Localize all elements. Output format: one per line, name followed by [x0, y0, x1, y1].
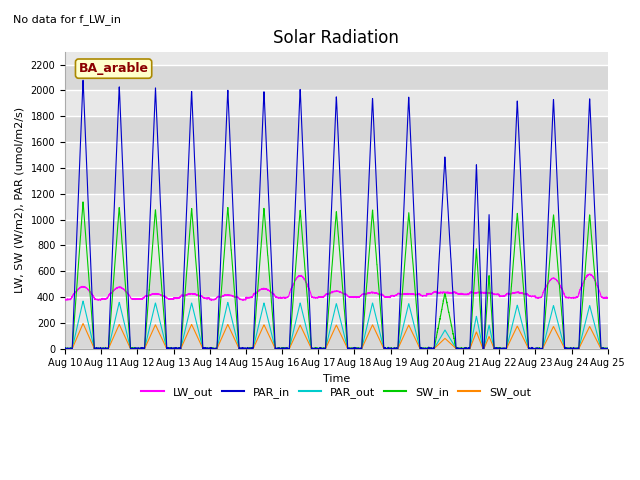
Bar: [65, 271, 608, 297]
Bar: [65, 297, 608, 323]
Title: Solar Radiation: Solar Radiation: [273, 29, 399, 48]
Bar: [65, 90, 608, 116]
X-axis label: Time: Time: [323, 374, 350, 384]
Text: BA_arable: BA_arable: [79, 62, 148, 75]
Text: No data for f_LW_in: No data for f_LW_in: [13, 14, 121, 25]
Bar: [65, 245, 608, 271]
Bar: [65, 219, 608, 245]
Legend: LW_out, PAR_in, PAR_out, SW_in, SW_out: LW_out, PAR_in, PAR_out, SW_in, SW_out: [137, 383, 536, 402]
Bar: [65, 194, 608, 219]
Bar: [65, 116, 608, 142]
Bar: [65, 142, 608, 168]
Y-axis label: LW, SW (W/m2), PAR (umol/m2/s): LW, SW (W/m2), PAR (umol/m2/s): [15, 107, 25, 293]
Bar: [65, 65, 608, 90]
Bar: [65, 168, 608, 194]
Bar: [65, 323, 608, 348]
